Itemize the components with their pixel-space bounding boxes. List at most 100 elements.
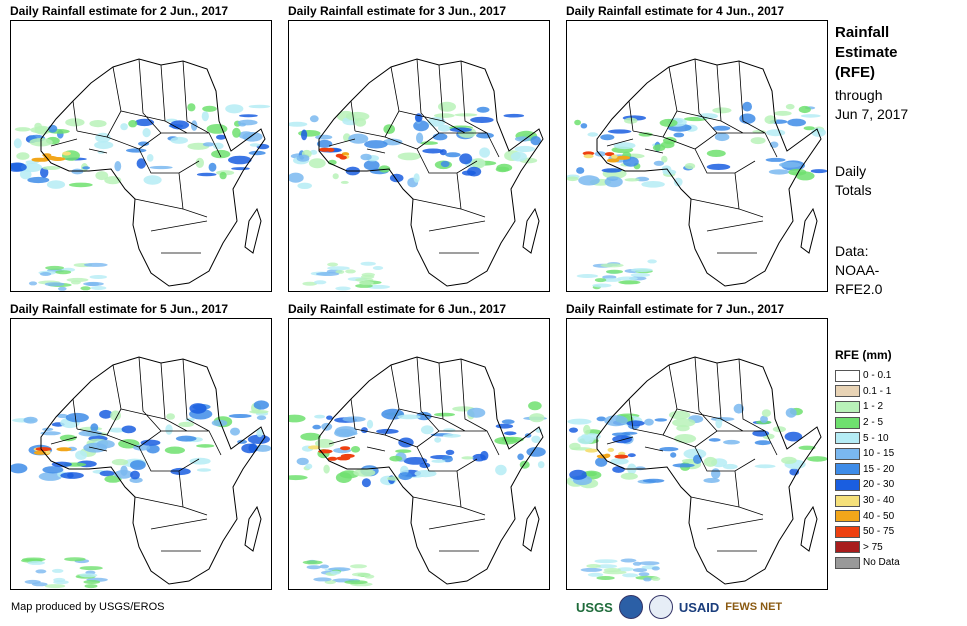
map-svg xyxy=(11,58,271,291)
rainfall-patch xyxy=(312,424,321,430)
rainfall-patch xyxy=(443,428,456,432)
legend-label: 50 - 75 xyxy=(863,526,895,538)
rainfall-patch xyxy=(613,142,636,150)
rainfall-patch xyxy=(697,113,718,120)
rainfall-patch xyxy=(389,455,403,462)
rainfall-patch xyxy=(121,425,136,434)
legend-label: 5 - 10 xyxy=(863,432,889,444)
rainfall-patch xyxy=(659,447,679,452)
legend-swatch xyxy=(835,478,860,491)
rainfall-patch xyxy=(403,457,428,465)
rainfall-patch xyxy=(569,427,578,433)
rainfall-patch xyxy=(739,113,756,124)
rainfall-patch xyxy=(495,423,514,429)
rainfall-patch xyxy=(340,446,351,451)
rainfall-patch xyxy=(567,418,592,425)
rainfall-patch xyxy=(83,281,104,286)
legend-swatch xyxy=(835,494,860,507)
rainfall-patch xyxy=(130,460,146,470)
side-title-line: Estimate xyxy=(835,44,898,61)
rainfall-patch xyxy=(715,417,723,429)
legend-item: 50 - 75 xyxy=(835,524,900,540)
legend-swatch xyxy=(835,463,860,476)
rainfall-patch xyxy=(643,577,652,582)
rainfall-patch xyxy=(31,582,48,587)
rainfall-patch xyxy=(600,263,624,268)
rainfall-patch xyxy=(619,280,641,285)
rainfall-patch xyxy=(165,424,173,435)
rainfall-patch xyxy=(130,470,140,480)
rainfall-patch xyxy=(228,414,252,418)
rainfall-patch xyxy=(668,410,691,420)
rainfall-patch xyxy=(670,452,677,458)
rainfall-patch xyxy=(80,286,91,291)
rainfall-patch xyxy=(389,173,404,183)
rainfall-patch xyxy=(611,154,618,159)
data-value: NOAA- xyxy=(835,262,880,278)
rainfall-patch xyxy=(345,111,370,121)
rainfall-patch xyxy=(249,143,261,147)
rainfall-patch xyxy=(501,436,524,443)
rainfall-patch xyxy=(642,478,665,483)
rainfall-patch xyxy=(708,438,721,442)
legend-swatch xyxy=(835,447,860,460)
rainfall-patch xyxy=(342,416,366,422)
rainfall-patch xyxy=(48,124,58,133)
rainfall-patch xyxy=(764,115,777,125)
rainfall-patch xyxy=(28,281,38,286)
side-title-line: (RFE) xyxy=(835,64,875,81)
rainfall-patch xyxy=(360,261,376,266)
rainfall-patch xyxy=(583,154,594,159)
rainfall-patch xyxy=(95,171,109,181)
rainfall-patch xyxy=(310,149,318,155)
panel-title: Daily Rainfall estimate for 2 Jun., 2017 xyxy=(10,4,229,18)
rainfall-patch xyxy=(479,147,490,158)
legend-label: 15 - 20 xyxy=(863,463,895,475)
rainfall-patch xyxy=(779,161,801,168)
rainfall-patch xyxy=(248,443,258,453)
side-title-line: Rainfall xyxy=(835,24,890,41)
country-borders xyxy=(606,58,778,254)
rainfall-patch xyxy=(723,439,740,445)
legend-swatch xyxy=(835,369,860,382)
rainfall-patch xyxy=(807,456,827,462)
rainfall-patch xyxy=(681,458,697,463)
rainfall-patch xyxy=(256,428,263,438)
rainfall-patch xyxy=(414,470,437,478)
rainfall-patch xyxy=(334,426,358,437)
rainfall-patch xyxy=(359,280,374,285)
rainfall-patch xyxy=(604,176,623,188)
rainfall-patch xyxy=(787,118,806,127)
rainfall-patch xyxy=(191,120,198,131)
country-borders xyxy=(50,356,222,552)
rainfall-patch xyxy=(600,134,615,141)
rainfall-patch xyxy=(364,574,375,579)
rainfall-patch xyxy=(622,573,639,578)
rainfall-patch xyxy=(353,468,376,477)
rainfall-patch xyxy=(432,133,448,141)
rainfall-patch xyxy=(476,132,494,139)
rainfall-patch xyxy=(65,118,85,127)
rainfall-patch xyxy=(335,286,351,291)
rainfall-patch xyxy=(82,166,90,170)
rainfall-patch xyxy=(23,416,38,424)
legend-item: 0 - 0.1 xyxy=(835,368,900,384)
rainfall-patch xyxy=(576,167,585,174)
rainfall-patch xyxy=(810,169,827,174)
rainfall-patch xyxy=(225,104,244,114)
rainfall-patch xyxy=(594,278,607,283)
rainfall-patch xyxy=(798,105,811,114)
rainfall-patch xyxy=(306,565,321,570)
logo-strip: USGS USAID FEWS NET xyxy=(576,595,782,619)
rainfall-patch xyxy=(660,141,675,149)
rainfall-patch xyxy=(196,444,215,448)
rainfall-patch xyxy=(398,472,413,481)
rainfall-patch xyxy=(27,560,45,565)
rainfall-patch xyxy=(413,173,420,183)
rainfall-patch xyxy=(638,132,653,137)
rainfall-patch xyxy=(601,277,622,282)
rainfall-patch xyxy=(128,120,138,128)
rainfall-patch xyxy=(84,584,98,589)
side-title: Rainfall Estimate (RFE) xyxy=(835,23,898,83)
rainfall-patch xyxy=(136,158,146,169)
